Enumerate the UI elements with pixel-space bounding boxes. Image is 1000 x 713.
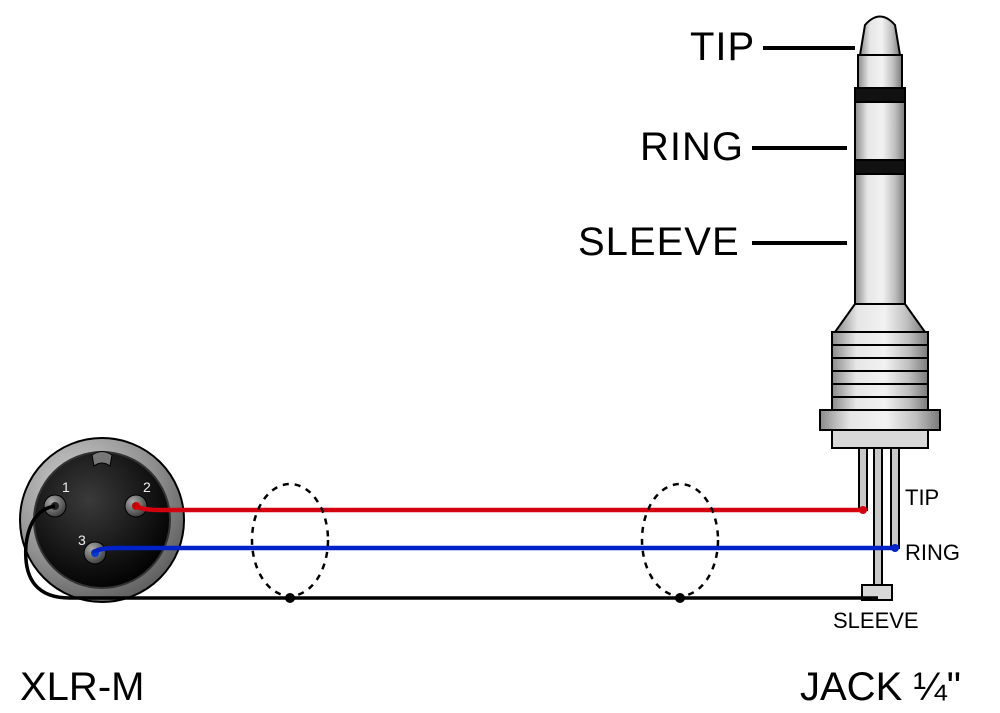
footer-jack: JACK ¼" <box>800 665 961 709</box>
svg-text:2: 2 <box>143 479 151 495</box>
shield-2 <box>642 484 718 603</box>
svg-text:TIP: TIP <box>690 25 755 69</box>
xlr-connector: 1 2 3 <box>20 438 184 602</box>
pin-label-ring: RING <box>905 540 960 565</box>
jack-thread <box>832 332 928 410</box>
wire-tip-end <box>859 506 867 514</box>
footer-xlr: XLR-M <box>20 665 144 709</box>
pin-label-sleeve: SLEEVE <box>833 608 919 633</box>
svg-text:3: 3 <box>78 532 86 548</box>
jack-connector <box>820 17 940 601</box>
jack-label-sleeve: SLEEVE <box>578 220 847 264</box>
svg-text:1: 1 <box>62 479 70 495</box>
svg-text:RING: RING <box>640 125 744 169</box>
svg-text:SLEEVE: SLEEVE <box>578 220 740 264</box>
jack-label-tip: TIP <box>690 25 855 69</box>
shield-1 <box>252 484 328 603</box>
jack-pins <box>859 448 899 600</box>
pin-label-tip: TIP <box>905 485 939 510</box>
wire-tip <box>136 506 863 510</box>
wire-ring-end <box>891 544 899 552</box>
jack-label-ring: RING <box>640 125 847 169</box>
wire-ring <box>95 548 895 553</box>
